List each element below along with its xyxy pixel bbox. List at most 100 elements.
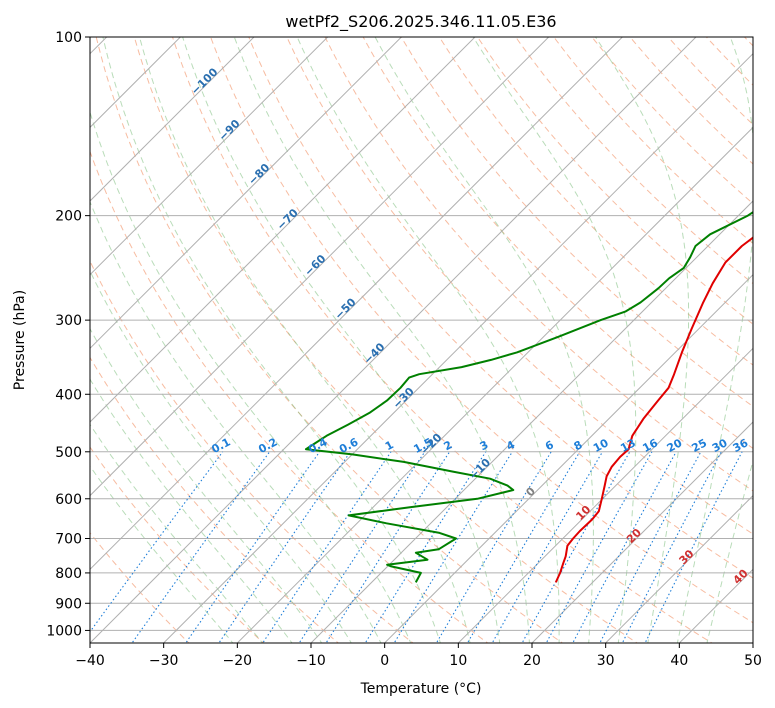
mixing-ratio-line	[131, 451, 271, 643]
mixing-ratio-line	[364, 451, 487, 643]
isotherm-line	[310, 200, 753, 643]
skewed-isotherms	[90, 37, 753, 643]
pressure-gridlines	[90, 37, 753, 631]
y-tick-label: 900	[55, 596, 82, 612]
moist-adiabat	[472, 37, 637, 643]
sounding-series	[304, 211, 753, 583]
dry-adiabat	[286, 37, 753, 535]
dewpoint-line	[304, 211, 753, 583]
x-tick-label: −10	[296, 653, 326, 669]
x-tick-label: 50	[744, 653, 762, 669]
x-tick-label: 10	[449, 653, 467, 669]
isotherm-line	[457, 347, 753, 643]
mixing-ratio-label: 25	[689, 436, 709, 455]
mixing-ratio-label: 0.1	[209, 435, 232, 456]
mixing-ratio-label: 20	[665, 436, 685, 455]
moist-adiabat	[90, 269, 352, 643]
mixing-ratio-label: 0.4	[306, 435, 330, 456]
y-tick-label: 400	[55, 387, 82, 403]
moist-adiabat	[90, 465, 234, 643]
plot-frame	[89, 36, 754, 644]
isotherm-label: −30	[390, 385, 417, 412]
dry-adiabat	[90, 260, 414, 643]
isotherm-label: 40	[731, 567, 751, 587]
isotherm-line	[90, 37, 329, 276]
mixing-ratio-label: 10	[591, 436, 611, 455]
isotherm-line	[604, 494, 753, 643]
dry-adiabat	[770, 24, 775, 646]
dry-adiabat	[629, 37, 753, 165]
dry-adiabat	[400, 37, 753, 408]
moist-adiabats	[90, 37, 753, 643]
isotherm-line	[752, 642, 753, 643]
isotherm-line	[90, 37, 624, 571]
isotherm-line	[236, 126, 753, 643]
mixing-ratio-line	[466, 451, 581, 643]
y-tick-label: 800	[55, 566, 82, 582]
moist-adiabat	[139, 37, 471, 643]
isotherm-line	[383, 273, 753, 643]
isotherm-line	[531, 421, 753, 643]
moist-adiabat	[374, 37, 594, 643]
x-tick-label: −30	[149, 653, 179, 669]
moist-adiabat	[296, 37, 560, 643]
mixing-ratio-line	[90, 451, 224, 633]
dry-adiabat	[667, 37, 753, 126]
y-tick-label: 200	[55, 209, 82, 225]
x-tick-label: −20	[223, 653, 253, 669]
dry-adiabat	[90, 446, 265, 643]
plot-area: 0.1 0.2 0.4 0.6 1 1.5 2 3 4 6 8 10 13 16 20 25 30 36−100−…	[90, 24, 775, 646]
mixing-ratio-label: 0.6	[337, 435, 361, 456]
dry-adiabat	[95, 37, 564, 643]
isotherm-label: −90	[216, 117, 243, 144]
dry-adiabat	[90, 356, 340, 643]
y-tick-label: 500	[55, 445, 82, 461]
moist-adiabat	[102, 37, 441, 643]
moist-adiabat	[90, 200, 382, 643]
x-axis-label: Temperature (°C)	[360, 681, 482, 697]
x-tick-label: 30	[597, 653, 615, 669]
dry-adiabat	[172, 37, 713, 643]
y-tick-label: 300	[55, 313, 82, 329]
moist-adiabat	[90, 327, 323, 643]
y-tick-label: 600	[55, 492, 82, 508]
x-tick-label: −40	[75, 653, 105, 669]
mixing-ratio-line	[644, 451, 743, 643]
temperature-line	[554, 236, 753, 583]
dry-adiabat	[476, 37, 753, 325]
y-axis-label: Pressure (hPa)	[12, 290, 28, 390]
isotherm-line	[90, 37, 476, 423]
y-tick-label: 1000	[46, 623, 82, 639]
mixing-ratio-label: 4	[504, 438, 517, 453]
moist-adiabat	[233, 37, 530, 643]
dry-adiabat	[438, 37, 753, 366]
isotherm-label: −70	[274, 206, 301, 233]
x-tick-label: 20	[523, 653, 541, 669]
dry-adiabat	[705, 37, 753, 86]
isotherm-label: −60	[302, 252, 329, 279]
y-axis-ticks: 1000 900 800 700 600 500 400 300 200 100	[46, 30, 90, 639]
isotherm-line	[90, 37, 255, 202]
moist-adiabat	[595, 37, 690, 643]
dry-adiabat	[362, 37, 753, 450]
dry-adiabat	[324, 37, 753, 492]
isotherm-line	[90, 37, 182, 129]
mixing-ratio-line	[599, 451, 702, 643]
mixing-ratio-lines	[90, 451, 743, 643]
mixing-ratio-line	[325, 451, 451, 643]
mixing-ratio-line	[621, 451, 722, 643]
isotherm-label: −80	[246, 161, 273, 188]
mixing-ratio-line	[298, 451, 426, 643]
mixing-ratio-label: 0.2	[256, 435, 279, 456]
dry-adiabat	[133, 37, 639, 643]
mixing-ratio-line	[185, 451, 321, 643]
x-axis-ticks: −40 −30 −20 −10 0 10 20 30 40 50	[75, 643, 762, 669]
mixing-ratio-line	[218, 451, 351, 643]
dry-adiabat	[515, 37, 753, 285]
isotherm-line	[162, 52, 753, 643]
moist-adiabat	[90, 110, 412, 643]
mixing-ratio-label: 6	[543, 438, 556, 453]
isotherm-label: −100	[189, 65, 221, 97]
dry-adiabats	[90, 24, 775, 646]
